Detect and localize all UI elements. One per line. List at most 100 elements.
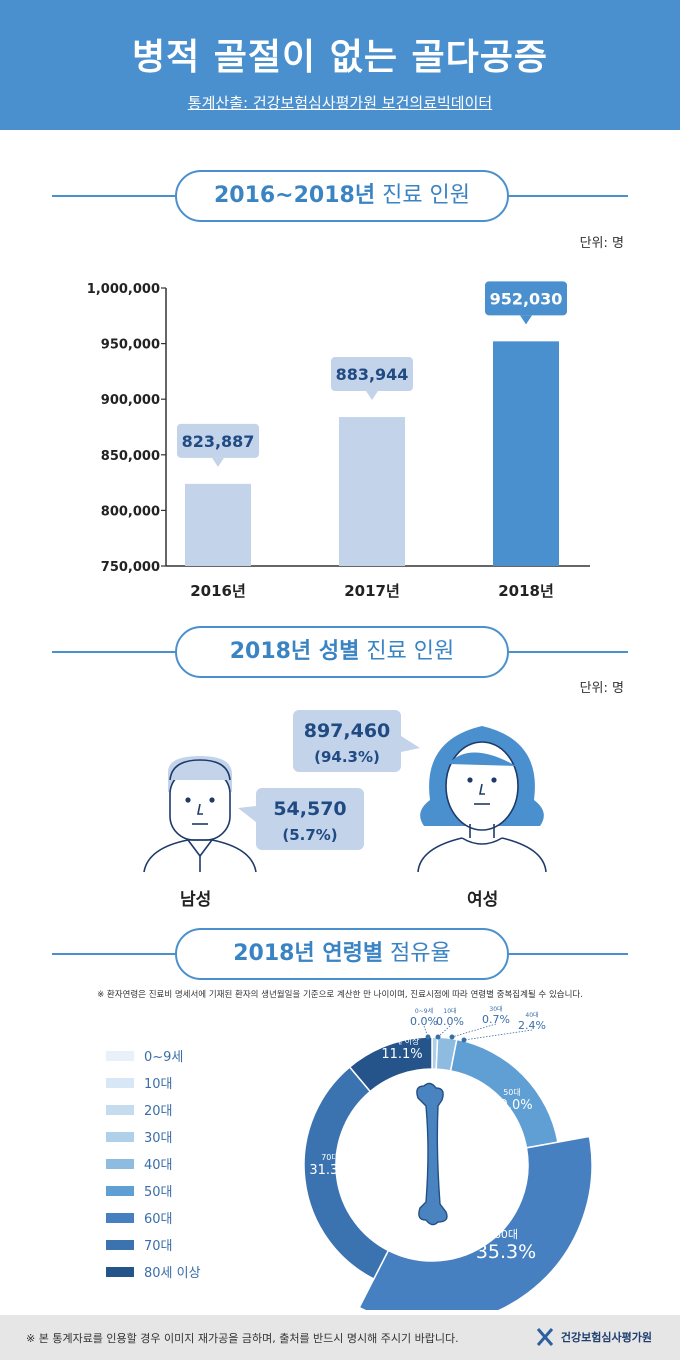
male-percent: (5.7%) [282, 826, 337, 844]
male-label: 남성 [180, 890, 212, 910]
unit-label-gender: 단위: 명 [579, 681, 624, 696]
female-percent: (94.3%) [314, 748, 380, 766]
bar-2016년 [185, 483, 251, 566]
slice-60대 [358, 1135, 593, 1310]
slice-value-label: 19.0% [491, 1098, 532, 1113]
slice-name-label: 50대 [503, 1088, 521, 1097]
legend-label: 40대 [144, 1158, 173, 1173]
section-age-header: 2018년 연령별 점유율 [0, 928, 680, 980]
bubble-pointer [520, 315, 532, 325]
y-tick-label: 900,000 [101, 393, 160, 408]
leader-line [463, 1029, 533, 1041]
legend-label: 10대 [144, 1077, 173, 1092]
bar-2017년 [339, 417, 405, 566]
female-count: 897,460 [304, 720, 391, 742]
section-title-rest: 진료 인원 [375, 183, 471, 208]
bubble-pointer [212, 457, 224, 467]
bubble-pointer [366, 391, 378, 401]
legend-item: 20대 [106, 1096, 201, 1123]
age-legend: 0~9세 10대 20대 30대 40대 50대 60대 70대 80세 이상 [106, 1042, 201, 1285]
leader-dot [461, 1037, 467, 1043]
legend-swatch [106, 1131, 134, 1142]
slice-value-label: 0.7% [482, 1013, 510, 1026]
legend-label: 30대 [144, 1131, 173, 1146]
header-banner: 병적 골절이 없는 골다공증 통계산출: 건강보험심사평가원 보건의료빅데이터 [0, 0, 680, 130]
section-title-bold: 2018년 연령별 [233, 941, 384, 966]
unit-label-yearly: 단위: 명 [579, 236, 624, 251]
leader-dot [435, 1034, 441, 1040]
section-gender-header: 2018년 성별 진료 인원 [0, 626, 680, 678]
legend-swatch [106, 1185, 134, 1196]
bone-icon [416, 1082, 448, 1226]
legend-label: 70대 [144, 1239, 173, 1254]
slice-value-label: 35.3% [476, 1241, 536, 1263]
y-tick-label: 1,000,000 [87, 282, 160, 297]
legend-swatch [106, 1050, 134, 1061]
leader-dot [425, 1034, 431, 1040]
slice-name-label: 70대 [321, 1153, 339, 1162]
x-tick-label: 2016년 [190, 582, 246, 600]
legend-swatch [106, 1266, 134, 1277]
section-title-pill: 2016~2018년 진료 인원 [175, 170, 509, 222]
footer-logo: 건강보험심사평가원 [535, 1327, 652, 1347]
leader-dot [449, 1034, 455, 1040]
slice-name-label: 30대 [489, 1005, 502, 1013]
legend-swatch [106, 1212, 134, 1223]
legend-item: 80세 이상 [106, 1258, 201, 1285]
slice-name-label: 60대 [494, 1228, 518, 1241]
value-bubble [177, 423, 259, 458]
section-title-rest: 점유율 [383, 941, 451, 966]
slice-value-label: 11.1% [381, 1047, 422, 1062]
legend-item: 0~9세 [106, 1042, 201, 1069]
slice-name-label: 40대 [525, 1011, 538, 1019]
section-yearly-header: 2016~2018년 진료 인원 [0, 170, 680, 222]
value-bubble [485, 281, 567, 316]
slice-value-label: 31.3% [309, 1163, 350, 1178]
legend-label: 50대 [144, 1185, 173, 1200]
legend-swatch [106, 1239, 134, 1250]
page-title: 병적 골절이 없는 골다공증 [132, 37, 548, 78]
section-title-bold: 2016~2018년 [213, 183, 376, 208]
hira-logo-icon [536, 1328, 554, 1346]
legend-item: 40대 [106, 1150, 201, 1177]
footer-notice: ※ 본 통계자료를 인용할 경우 이미지 재가공을 금하며, 출처를 반드시 명… [26, 1332, 459, 1345]
slice-80세 이상 [348, 1036, 433, 1093]
y-tick-label: 750,000 [101, 560, 160, 575]
section-title-bold: 2018년 성별 [229, 639, 360, 664]
slice-value-label: 0.0% [436, 1015, 464, 1028]
source-text: 통계산출: 건강보험심사평가원 보건의료빅데이터 [187, 94, 493, 112]
male-bubble: 54,570 (5.7%) [238, 788, 364, 850]
slice-value-label: 0.0% [410, 1015, 438, 1028]
slice-value-label: 2.4% [518, 1019, 546, 1032]
y-tick-label: 850,000 [101, 449, 160, 464]
female-label: 여성 [467, 890, 499, 910]
legend-item: 70대 [106, 1231, 201, 1258]
legend-item: 60대 [106, 1204, 201, 1231]
female-bubble: 897,460 (94.3%) [293, 710, 420, 772]
x-tick-label: 2018년 [498, 582, 554, 600]
section-title-rest: 진료 인원 [359, 639, 455, 664]
bar-value-label: 952,030 [490, 289, 563, 308]
section-title-pill: 2018년 연령별 점유율 [175, 928, 509, 980]
legend-swatch [106, 1077, 134, 1088]
logo-text: 건강보험심사평가원 [560, 1331, 652, 1344]
male-figure [143, 756, 257, 873]
bar-value-label: 883,944 [336, 365, 409, 384]
bar-value-label: 823,887 [182, 432, 255, 451]
legend-item: 10대 [106, 1069, 201, 1096]
slice-name-label: 10대 [443, 1007, 456, 1015]
section-title-pill: 2018년 성별 진료 인원 [175, 626, 509, 678]
footer: ※ 본 통계자료를 인용할 경우 이미지 재가공을 금하며, 출처를 반드시 명… [0, 1315, 680, 1360]
legend-swatch [106, 1104, 134, 1115]
bar-2018년 [493, 341, 559, 566]
male-count: 54,570 [273, 798, 346, 820]
value-bubble [331, 357, 413, 392]
legend-item: 30대 [106, 1123, 201, 1150]
gender-illustration: 897,460 (94.3%) 54,570 (5.7%) [143, 710, 547, 873]
slice-name-label: 0~9세 [415, 1007, 433, 1015]
x-tick-label: 2017년 [344, 582, 400, 600]
y-tick-label: 950,000 [101, 338, 160, 353]
y-tick-label: 800,000 [101, 504, 160, 519]
legend-label: 60대 [144, 1212, 173, 1227]
